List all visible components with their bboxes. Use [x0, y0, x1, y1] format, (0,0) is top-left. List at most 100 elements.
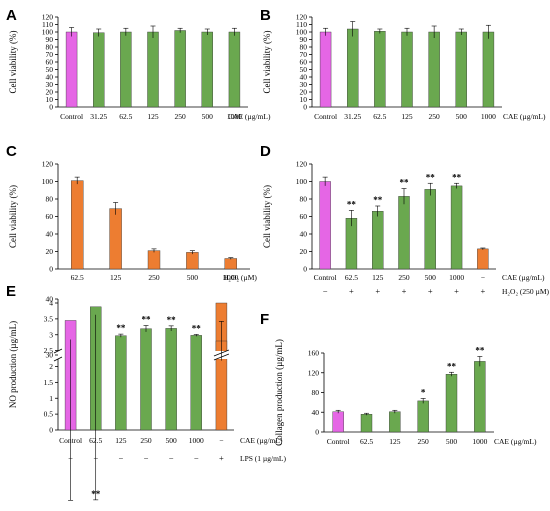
y-tick-label: 110	[296, 20, 307, 29]
x-tick-label: 250	[429, 112, 441, 121]
y-tick-label: 40	[46, 295, 54, 304]
bar	[372, 211, 384, 270]
bar	[186, 252, 199, 270]
bar	[401, 31, 413, 108]
y-tick-label: 120	[308, 368, 320, 377]
y-tick-label: 20	[46, 88, 54, 97]
bar	[190, 335, 202, 431]
y-tick-label: 20	[300, 247, 308, 256]
y-tick-label: 0.5	[44, 410, 54, 419]
bar	[140, 328, 152, 431]
y-tick-label: 0	[315, 428, 319, 437]
bar	[319, 31, 332, 108]
y-tick-label: 160	[308, 349, 320, 358]
x-tick-label: 500	[456, 112, 468, 121]
y-tick-label: 4	[49, 299, 53, 308]
bar	[389, 411, 401, 433]
y-axis-label: Cell viability (%)	[8, 31, 18, 94]
bar	[455, 31, 467, 108]
y-tick-label: 100	[296, 177, 308, 186]
bar	[319, 181, 331, 270]
panel-label-f: F	[260, 311, 269, 328]
x-tick-label: 250	[148, 273, 160, 282]
bar	[428, 31, 440, 108]
y-tick-label: 1.5	[44, 378, 54, 387]
x-tick-label: 31.25	[90, 112, 107, 121]
bar	[147, 250, 161, 270]
treatment-indicator: +	[454, 286, 459, 296]
chart-panel-e: 0 0.5 1 1.5 2 2.5 3 3.5 4 30 40 NO production (µg/m…	[8, 295, 286, 501]
x-tick-label: 500	[166, 436, 178, 445]
significance-marker: **	[116, 323, 126, 333]
bar	[147, 31, 159, 108]
y-tick-label: 10	[300, 95, 308, 104]
y-tick-label: 80	[46, 195, 54, 204]
bar	[374, 31, 386, 108]
x-tick-label: 500	[187, 273, 199, 282]
bar	[424, 189, 436, 270]
chart-panel-f: 0 40 80 120 160 Collagen production (µg/mL) Co…	[274, 339, 537, 446]
bar	[445, 374, 458, 433]
y-tick-label: 100	[42, 28, 54, 37]
x-tick-label: 125	[115, 436, 127, 445]
x-tick-label: 250	[398, 273, 410, 282]
bar	[70, 180, 84, 270]
y-tick-label: 120	[42, 160, 54, 169]
x-axis-label: CAE (µg/mL)	[228, 112, 271, 121]
bar	[482, 31, 495, 108]
y-tick-label: 30	[46, 80, 54, 89]
treatment-indicator: −	[169, 453, 174, 463]
bar	[215, 302, 228, 431]
y-tick-label: 20	[46, 247, 54, 256]
significance-marker: **	[373, 195, 383, 205]
bar	[347, 28, 359, 108]
y-tick-label: 70	[300, 50, 308, 59]
treatment-indicator: −	[194, 453, 199, 463]
y-tick-label: 40	[46, 230, 54, 239]
x-tick-label: 31.25	[344, 112, 361, 121]
significance-marker: **	[192, 323, 202, 333]
x-axis-label: H₂O₂ (µM)	[223, 273, 257, 282]
y-tick-label: 90	[46, 35, 54, 44]
treatment-indicator: +	[402, 286, 407, 296]
y-tick-label: 80	[300, 43, 308, 52]
x-tick-label: 250	[175, 112, 187, 121]
treatment-indicator: +	[349, 286, 354, 296]
significance-marker: *	[421, 387, 426, 397]
bar	[332, 411, 344, 433]
y-tick-label: 1	[49, 394, 53, 403]
y-tick-label: 2	[49, 362, 53, 371]
row-label: CAE (µg/mL)	[502, 273, 545, 282]
bar	[174, 30, 186, 108]
y-tick-label: 0	[49, 426, 53, 435]
x-tick-label: 1000	[189, 436, 204, 445]
panel-label-e: E	[6, 283, 16, 300]
x-tick-label: 250	[140, 436, 152, 445]
y-tick-label: 50	[46, 65, 54, 74]
y-tick-label: 40	[300, 230, 308, 239]
y-tick-label: 80	[312, 388, 320, 397]
treatment-indicator: −	[93, 453, 98, 463]
bar	[474, 361, 486, 433]
y-tick-label: 40	[46, 73, 54, 82]
significance-marker: **	[400, 178, 410, 188]
y-tick-label: 20	[300, 88, 308, 97]
treatment-indicator: −	[144, 453, 149, 463]
bar	[417, 400, 429, 433]
y-axis-label: Cell viability (%)	[262, 185, 272, 248]
treatment-indicator: −	[118, 453, 123, 463]
x-tick-label: 62.5	[373, 112, 386, 121]
y-tick-label: 60	[300, 212, 308, 221]
y-tick-label: 3.5	[44, 314, 54, 323]
y-tick-label: 80	[46, 43, 54, 52]
x-axis-label: CAE (µg/mL)	[503, 112, 546, 121]
x-tick-label: 1000	[449, 273, 464, 282]
x-tick-label: Control	[314, 273, 337, 282]
y-tick-label: 0	[49, 265, 53, 274]
y-tick-label: 80	[300, 195, 308, 204]
x-tick-label: 500	[202, 112, 214, 121]
y-tick-label: 30	[300, 80, 308, 89]
